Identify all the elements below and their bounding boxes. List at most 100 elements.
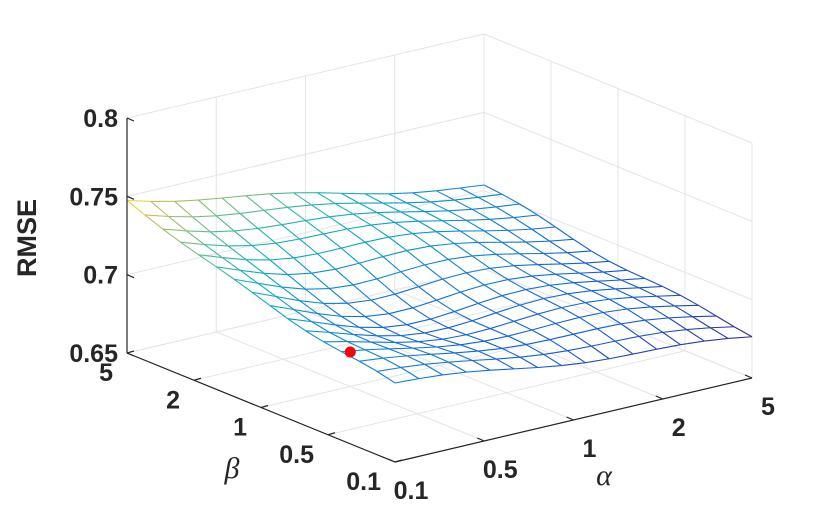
surface-mesh-line: [358, 262, 378, 280]
surface-mesh-line: [483, 184, 503, 195]
beta-tick: [193, 377, 202, 381]
surface-mesh-line: [334, 203, 354, 215]
surface-mesh-line: [293, 309, 312, 323]
surface-mesh-line: [239, 213, 259, 229]
surface-mesh-line: [549, 284, 568, 295]
alpha-tick: [477, 437, 485, 442]
surface-mesh-line: [281, 220, 306, 226]
surface-mesh-line: [626, 269, 646, 279]
surface-mesh-line: [364, 316, 384, 328]
surface-mesh-line: [347, 299, 372, 304]
surface-mesh-line: [650, 306, 669, 319]
surface-mesh-line: [454, 350, 479, 354]
surface-mesh-line: [346, 228, 366, 243]
surface-mesh-line: [501, 344, 526, 349]
surface-mesh-line: [561, 307, 580, 318]
surface-mesh-line: [525, 241, 544, 254]
surface-mesh-line: [430, 201, 449, 212]
surface-mesh-line: [329, 213, 354, 218]
surface-mesh-line: [483, 230, 503, 243]
surface-mesh-line: [335, 262, 360, 270]
surface-mesh-line: [341, 241, 366, 249]
surface-mesh-line: [733, 326, 753, 338]
surface-mesh-line: [263, 209, 283, 226]
surface-mesh-line: [495, 358, 515, 370]
surface-mesh-line: [501, 347, 521, 358]
surface-mesh-line: [668, 316, 693, 319]
surface-mesh-line: [483, 340, 503, 349]
surface-mesh-line: [364, 193, 384, 204]
wall-gridline-z: [126, 190, 485, 276]
surface-mesh-line: [394, 220, 419, 224]
surface-mesh-line: [418, 220, 437, 233]
surface-mesh-line: [251, 291, 276, 298]
surface-mesh-line: [668, 317, 687, 330]
surface-mesh-line: [448, 327, 467, 336]
surface-mesh-line: [459, 230, 479, 243]
surface-mesh-line: [573, 280, 598, 284]
surface-mesh-line: [555, 323, 574, 335]
surface-mesh-line: [287, 318, 306, 332]
surface-mesh-line: [585, 302, 604, 313]
surface-mesh-line: [424, 210, 449, 213]
surface-mesh-line: [519, 203, 538, 216]
surface-mesh-line: [382, 202, 401, 213]
surface-mesh-line: [489, 267, 509, 281]
surface-mesh-line: [412, 233, 431, 247]
surface-mesh-line: [507, 335, 527, 346]
surface-mesh-line: [555, 273, 574, 284]
surface-mesh-line: [561, 263, 580, 274]
surface-mesh-line: [263, 206, 288, 211]
surface-mesh-line: [442, 220, 461, 232]
surface-mesh-line: [257, 282, 282, 288]
beta-tick-label: 1: [233, 414, 247, 442]
surface-mesh-line: [603, 269, 627, 273]
surface-mesh-line: [358, 256, 384, 264]
surface-mesh-line: [257, 224, 282, 229]
surface-mesh-line: [299, 300, 324, 304]
surface-mesh-line: [245, 193, 270, 197]
surface-mesh-line: [466, 328, 491, 336]
surface-mesh-line: [585, 298, 610, 304]
surface-mesh-line: [555, 272, 580, 275]
surface-mesh-line: [442, 338, 461, 346]
surface-mesh-line: [418, 278, 443, 288]
surface-mesh-line: [293, 308, 318, 315]
surface-mesh-line: [382, 326, 402, 337]
surface-mesh-line: [466, 267, 491, 274]
z-tick: [126, 274, 135, 279]
surface-mesh-line: [377, 366, 402, 372]
surface-mesh-line: [305, 330, 330, 333]
surface-mesh-line: [162, 228, 181, 243]
surface-mesh-line: [394, 286, 419, 295]
surface-mesh-line: [466, 218, 491, 221]
surface-mesh-line: [430, 318, 449, 329]
surface-mesh-line: [674, 305, 693, 318]
surface-mesh-line: [436, 344, 461, 348]
surface-mesh-line: [466, 369, 491, 373]
surface-mesh-line: [353, 333, 372, 343]
surface-mesh-line: [311, 203, 336, 206]
surface-mesh-line: [614, 288, 634, 298]
surface-mesh-line: [329, 331, 354, 335]
surface-mesh-line: [323, 233, 342, 249]
surface-mesh-line: [388, 236, 408, 252]
surface-mesh-line: [412, 347, 431, 355]
surface-mesh-line: [525, 339, 550, 346]
surface-mesh-line: [269, 193, 288, 208]
surface-mesh-line: [424, 258, 449, 266]
surface-mesh-line: [710, 326, 735, 329]
surface-mesh-line: [150, 201, 170, 217]
surface-mesh-line: [454, 302, 479, 313]
surface-mesh-line: [388, 348, 408, 357]
surface-mesh-line: [388, 307, 413, 315]
surface-mesh-line: [180, 241, 205, 246]
z-tick-label: 0.8: [83, 105, 118, 133]
surface-mesh-line: [567, 293, 586, 304]
surface-mesh-line: [198, 254, 223, 259]
surface-mesh-line: [323, 228, 348, 235]
surface-mesh-line: [459, 187, 479, 198]
surface-mesh-line: [537, 214, 556, 228]
surface-mesh-line: [174, 199, 199, 202]
surface-mesh-line: [698, 304, 717, 317]
